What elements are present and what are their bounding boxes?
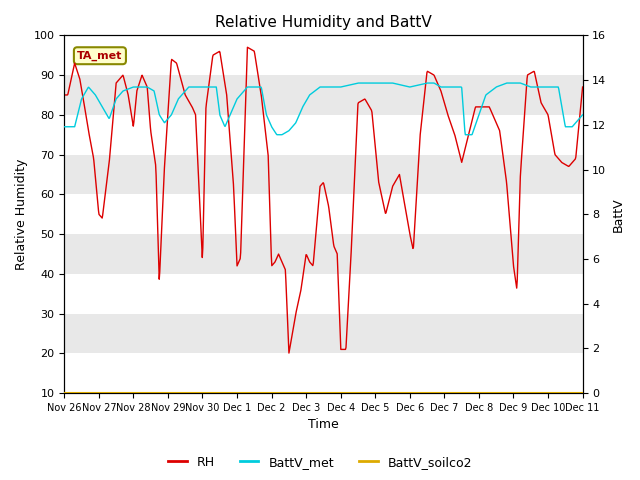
- Bar: [64, 155, 582, 194]
- Bar: [64, 234, 582, 274]
- Title: Relative Humidity and BattV: Relative Humidity and BattV: [215, 15, 432, 30]
- Y-axis label: Relative Humidity: Relative Humidity: [15, 158, 28, 270]
- Bar: [64, 75, 582, 115]
- Legend: RH, BattV_met, BattV_soilco2: RH, BattV_met, BattV_soilco2: [163, 451, 477, 474]
- Bar: [64, 313, 582, 353]
- X-axis label: Time: Time: [308, 419, 339, 432]
- Text: TA_met: TA_met: [77, 50, 123, 61]
- Y-axis label: BattV: BattV: [612, 197, 625, 231]
